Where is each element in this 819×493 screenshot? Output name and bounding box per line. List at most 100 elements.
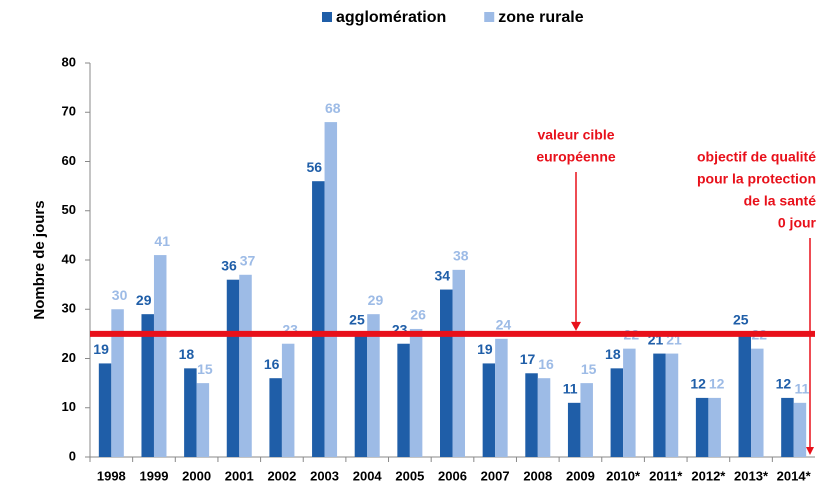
legend-swatch [322,12,332,22]
y-tick-label: 80 [62,54,76,69]
x-tick-label: 2013* [734,468,769,483]
x-tick-label: 2010* [606,468,641,483]
bar [141,314,154,457]
bar [567,402,581,457]
bar [367,314,380,457]
bar [495,338,508,457]
value-label: 34 [434,267,450,283]
legend-label: agglomération [336,9,446,26]
bar [269,378,282,457]
bar [623,348,636,457]
bar [525,373,538,457]
bar [440,289,453,457]
value-label: 17 [520,351,536,367]
bar [665,353,679,457]
bar [751,348,764,457]
y-tick-label: 30 [62,301,76,316]
x-tick-label: 2011* [649,468,683,483]
bar [184,368,197,457]
bar [98,363,112,457]
bar [708,397,721,457]
y-tick-label: 50 [62,202,76,217]
value-label: 36 [221,257,237,273]
annotation-text: 0 jour [778,215,817,231]
value-label: 16 [538,356,554,372]
x-tick-label: 2003 [310,468,339,483]
bar [537,378,551,457]
value-label: 26 [410,307,426,323]
x-tick-label: 2006 [438,468,467,483]
bar [239,274,252,457]
value-label: 19 [477,341,493,357]
y-tick-label: 60 [62,153,76,168]
y-tick-label: 0 [69,448,76,463]
bar [153,255,167,457]
bar [196,383,210,457]
bar [397,343,410,457]
x-tick-label: 2014* [777,468,812,483]
value-label: 15 [581,361,597,377]
value-label: 18 [605,346,621,362]
bar [281,343,295,457]
value-label: 15 [197,361,213,377]
value-label: 12 [776,376,792,392]
bar [610,368,624,457]
bar [793,402,807,457]
annotation-text: européenne [536,149,616,165]
bar [695,397,709,457]
legend-label: zone rurale [498,9,583,26]
x-tick-label: 2007 [481,468,510,483]
legend-swatch [484,12,495,22]
value-label: 25 [349,312,365,328]
bar [226,279,240,457]
bar [653,353,666,457]
value-label: 29 [136,292,152,308]
x-tick-label: 1998 [97,468,126,483]
value-label: 18 [179,346,195,362]
annotation-text: objectif de qualité [697,149,816,165]
y-tick-label: 10 [62,399,76,414]
value-label: 11 [795,381,810,397]
x-tick-label: 2008 [523,468,552,483]
x-tick-label: 2009 [566,468,595,483]
annotation-text: pour la protection [697,171,816,187]
x-tick-label: 1999 [140,468,169,483]
bar [452,269,465,457]
value-label: 37 [240,252,256,268]
x-tick-label: 2002 [267,468,296,483]
y-tick-label: 70 [62,104,76,119]
arrow-head [806,447,814,455]
y-tick-label: 20 [62,350,76,365]
bar [354,333,368,457]
value-label: 24 [496,317,512,333]
bar [111,309,124,457]
bar [312,181,325,457]
annotation-text: valeur cible [537,127,614,143]
value-label: 38 [453,248,469,264]
value-label: 12 [709,376,725,392]
bar [324,122,338,457]
value-label: 41 [154,233,170,249]
y-tick-label: 40 [62,251,76,266]
x-tick-label: 2001 [225,468,254,483]
bar [580,383,593,457]
value-label: 68 [325,100,341,116]
value-label: 16 [264,356,280,372]
x-tick-label: 2012* [691,468,726,483]
y-axis-label: Nombre de jours [31,200,48,319]
bar [482,363,496,457]
arrow-head [571,321,581,331]
x-tick-label: 2000 [182,468,211,483]
value-label: 56 [307,159,323,175]
bar [409,328,423,457]
value-label: 30 [112,287,128,303]
value-label: 25 [733,312,749,328]
x-tick-label: 2004 [353,468,383,483]
annotation-text: de la santé [744,193,817,209]
value-label: 29 [368,292,384,308]
bar [781,397,794,457]
bar [738,333,752,457]
value-label: 11 [563,381,578,397]
value-label: 12 [690,376,706,392]
